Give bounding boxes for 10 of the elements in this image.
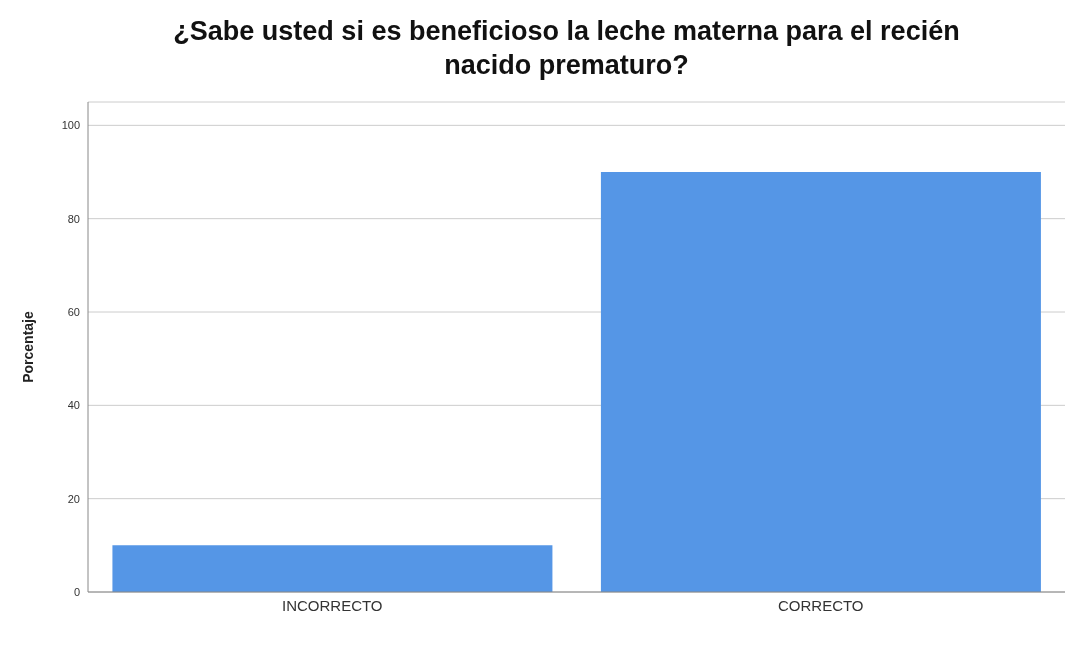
y-axis-title: Porcentaje bbox=[19, 311, 36, 383]
y-tick-label: 100 bbox=[61, 119, 80, 132]
x-tick-label: CORRECTO bbox=[777, 596, 864, 614]
y-tick-label: 20 bbox=[67, 492, 80, 505]
y-tick-label: 60 bbox=[67, 305, 80, 318]
y-tick-label: 40 bbox=[67, 399, 80, 412]
y-tick-label: 0 bbox=[73, 585, 80, 598]
y-tick-label: 80 bbox=[67, 212, 80, 225]
chart-title: ¿Sabe usted si es beneficioso la leche materna para el recién nacido prematuro? bbox=[172, 15, 961, 82]
x-tick-label: INCORRECTO bbox=[281, 596, 383, 614]
